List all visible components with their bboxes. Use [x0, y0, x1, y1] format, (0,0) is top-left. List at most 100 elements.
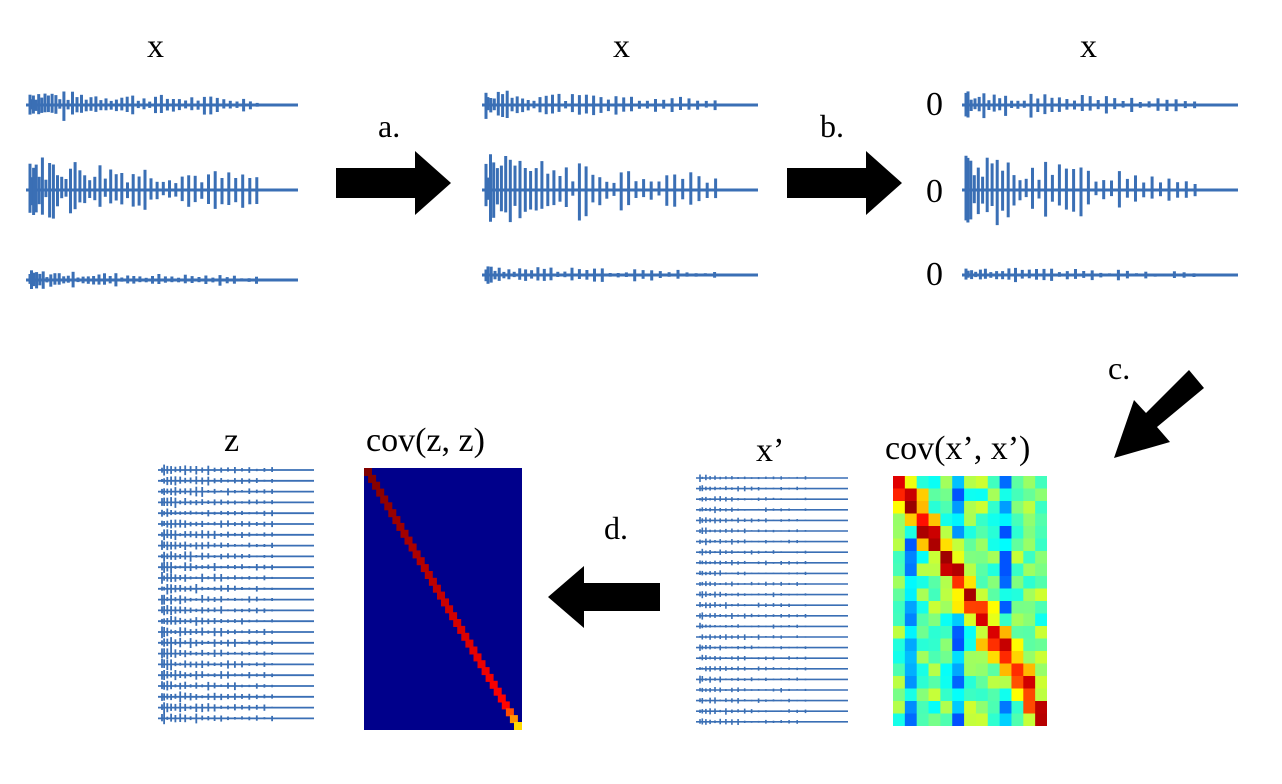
heatmap-cell [893, 651, 906, 665]
heatmap-cell [893, 563, 906, 577]
heatmap-cell [1023, 551, 1036, 565]
signal-trace [158, 648, 314, 659]
heatmap-cell [1035, 626, 1047, 640]
heatmap-cell [952, 476, 965, 490]
heatmap-cell [916, 601, 930, 615]
heatmap-cell [893, 676, 906, 690]
heatmap-cell [904, 551, 918, 565]
heatmap-cell [928, 513, 941, 527]
heatmap-cell [904, 701, 918, 715]
heatmap-cell [964, 488, 977, 502]
heatmap-cell [928, 551, 941, 565]
heatmap-cell [940, 713, 953, 726]
signal-trace [696, 506, 848, 514]
heatmap-cell [987, 626, 1001, 640]
heatmap-cell [975, 701, 989, 715]
heatmap-cell [964, 713, 977, 726]
heatmap-cell [999, 676, 1013, 690]
heatmap-cell [987, 513, 1001, 527]
signal-trace [696, 581, 848, 587]
heatmap-cell [940, 638, 953, 652]
heatmap-cell [940, 576, 953, 590]
heatmap-cell [1023, 501, 1036, 515]
heatmap-cell [1011, 701, 1024, 715]
heatmap-cell [952, 576, 965, 590]
heatmap-cell [952, 538, 965, 552]
heatmap-cell [987, 688, 1001, 702]
signal-trace [482, 266, 758, 284]
panel-title-x-prime: x’ [756, 432, 785, 469]
heatmap-cell [1011, 563, 1024, 577]
heatmap-cell [964, 701, 977, 715]
heatmap-cell [1023, 563, 1036, 577]
heatmap-cell [893, 613, 906, 627]
heatmap-cell [916, 526, 930, 540]
heatmap-cell [916, 651, 930, 665]
heatmap-cell [987, 713, 1001, 726]
heatmap-cell [987, 601, 1001, 615]
signal-trace [158, 486, 314, 497]
signal-trace [962, 267, 1238, 283]
panel-title-cov-x-prime: cov(x’, x’) [885, 430, 1031, 467]
x-prime-signal-panel [696, 474, 848, 725]
heatmap-cell [964, 651, 977, 665]
diagonal-cell [437, 591, 445, 600]
diagonal-cell [445, 605, 454, 614]
step-label-c: c. [1108, 350, 1131, 386]
signal-trace [696, 485, 848, 492]
heatmap-cell [940, 601, 953, 615]
heatmap-cell [987, 488, 1001, 502]
heatmap-cell [1011, 613, 1024, 627]
heatmap-cell [999, 701, 1013, 715]
heatmap-cell [987, 476, 1001, 490]
diagonal-cell [372, 481, 381, 490]
heatmap-cell [975, 676, 989, 690]
heatmap-cell [975, 638, 989, 652]
panel-title-cov-z: cov(z, z) [366, 422, 485, 459]
heatmap-cell [999, 526, 1013, 540]
diagonal-cell [505, 708, 514, 717]
heatmap-cell [1011, 476, 1024, 490]
heatmap-cell [952, 588, 965, 602]
heatmap-cell [952, 663, 965, 677]
heatmap-cell [1035, 638, 1047, 652]
heatmap-cell [1023, 638, 1036, 652]
signal-trace [158, 584, 314, 595]
heatmap-cell [916, 701, 930, 715]
diagonal-cell [485, 673, 494, 682]
signal-trace [696, 591, 848, 599]
heatmap-cell [1035, 713, 1047, 726]
diagonal-cell [477, 660, 486, 669]
heatmap-cell [928, 701, 941, 715]
heatmap-cell [999, 513, 1013, 527]
heatmap-cell [952, 676, 965, 690]
heatmap-cell [1011, 526, 1024, 540]
heatmap-cell [940, 513, 953, 527]
heatmap-cell [987, 588, 1001, 602]
heatmap-cell [975, 626, 989, 640]
heatmap-cell [928, 601, 941, 615]
signal-trace [482, 90, 758, 119]
heatmap-cell [952, 613, 965, 627]
heatmap-cell [999, 538, 1013, 552]
signal-trace [158, 561, 314, 574]
heatmap-cell [1035, 588, 1047, 602]
heatmap-cell [928, 688, 941, 702]
heatmap-cell [1011, 601, 1024, 615]
panel-title-zero-mean-x: x [1080, 28, 1097, 65]
signal-trace [696, 527, 848, 534]
signal-trace [696, 570, 848, 576]
heatmap-cell [893, 551, 906, 565]
heatmap-cell [1011, 501, 1024, 515]
heatmap-cell [1011, 713, 1024, 726]
diagonal-cell [493, 687, 502, 696]
heatmap-cell [1011, 488, 1024, 502]
heatmap-cell [999, 501, 1013, 515]
heatmap-cell [975, 601, 989, 615]
heatmap-cell [999, 638, 1013, 652]
heatmap-cell [964, 526, 977, 540]
heatmap-cell [999, 488, 1013, 502]
heatmap-cell [1035, 601, 1047, 615]
step-label-b: b. [820, 108, 844, 144]
heatmap-cell [952, 601, 965, 615]
